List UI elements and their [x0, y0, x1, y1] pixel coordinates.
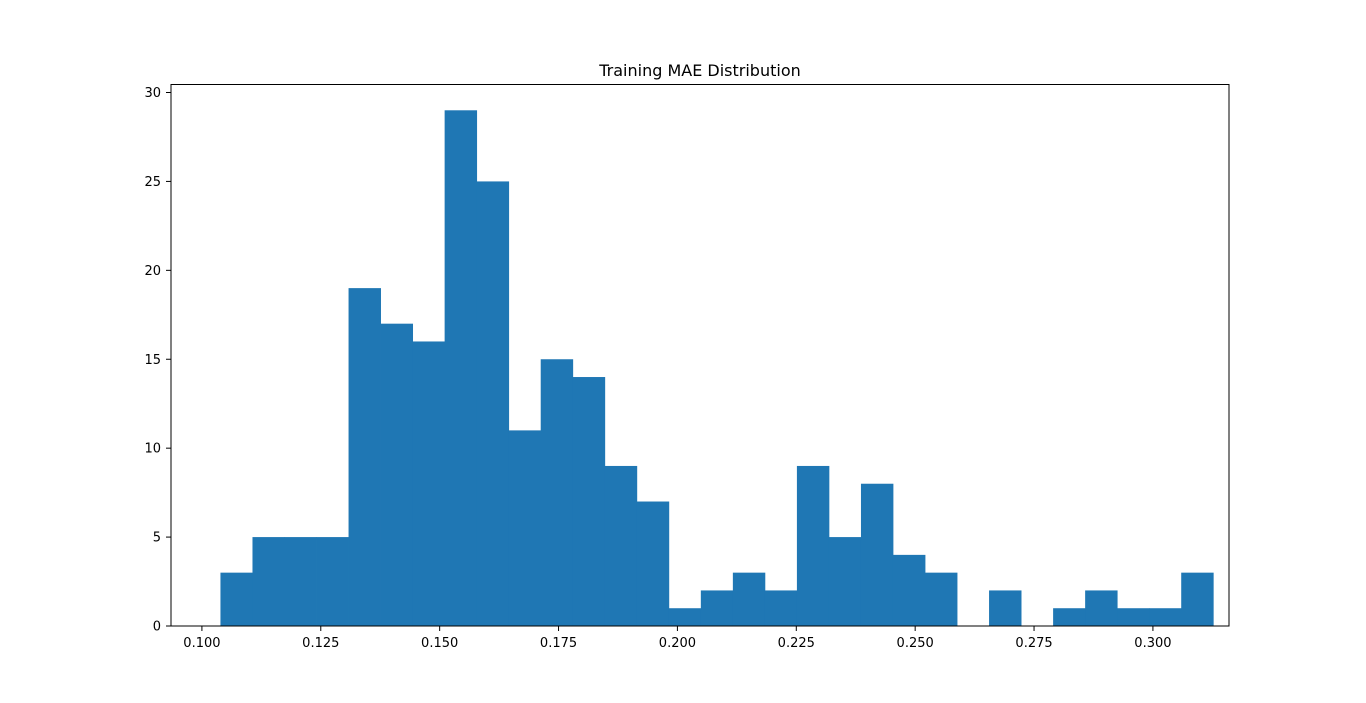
histogram-bar	[892, 554, 926, 626]
x-tick-label: 0.100	[183, 636, 220, 651]
x-tick-label: 0.175	[540, 636, 577, 651]
x-tick-label: 0.150	[421, 636, 458, 651]
histogram-bars	[220, 110, 1214, 627]
histogram-bar	[220, 572, 253, 626]
chart-title: Training MAE Distribution	[598, 61, 801, 80]
y-tick-label: 10	[144, 442, 161, 457]
x-tick-label: 0.300	[1134, 636, 1171, 651]
histogram-bar	[540, 359, 574, 626]
x-axis: 0.100 0.125 0.150 0.175 0.200 0.225 0.250 0.275…	[183, 626, 1172, 651]
y-tick-label: 25	[144, 175, 161, 190]
histogram-bar	[700, 590, 734, 626]
histogram-bar	[252, 537, 285, 626]
histogram-bar	[925, 572, 958, 626]
histogram-bar	[1117, 608, 1150, 626]
histogram-bar	[1181, 572, 1214, 626]
x-tick-label: 0.275	[1015, 636, 1052, 651]
histogram-bar	[828, 537, 862, 626]
x-tick-label: 0.250	[897, 636, 934, 651]
histogram-bar	[444, 110, 478, 627]
histogram-bar	[476, 181, 510, 627]
x-tick-label: 0.125	[302, 636, 339, 651]
x-tick-label: 0.225	[778, 636, 815, 651]
histogram-bar	[796, 465, 830, 626]
histogram-bar	[508, 430, 542, 626]
histogram-bar	[572, 377, 606, 626]
y-tick-label: 0	[153, 620, 161, 635]
y-tick-label: 30	[144, 86, 161, 101]
y-tick-label: 20	[144, 264, 161, 279]
histogram-bar	[1149, 608, 1182, 626]
histogram-bar	[604, 465, 638, 626]
histogram-bar	[1085, 590, 1118, 626]
histogram-bar	[764, 590, 798, 626]
histogram-bar	[989, 590, 1022, 626]
histogram-bar	[316, 537, 349, 626]
x-tick-label: 0.200	[659, 636, 696, 651]
y-tick-label: 5	[153, 531, 161, 546]
histogram-bar	[636, 501, 670, 626]
histogram-bar	[412, 341, 446, 626]
histogram-bar	[668, 608, 702, 626]
histogram-bar	[348, 288, 381, 626]
y-tick-label: 15	[144, 353, 161, 368]
plot-frame	[170, 84, 1230, 627]
histogram-bar	[380, 323, 414, 626]
histogram-bar	[732, 572, 766, 626]
histogram-bar	[860, 483, 894, 626]
histogram-bar	[1053, 608, 1086, 626]
histogram-bar	[284, 537, 317, 626]
y-axis: 0 5 10 15 20 25 30	[144, 86, 171, 635]
